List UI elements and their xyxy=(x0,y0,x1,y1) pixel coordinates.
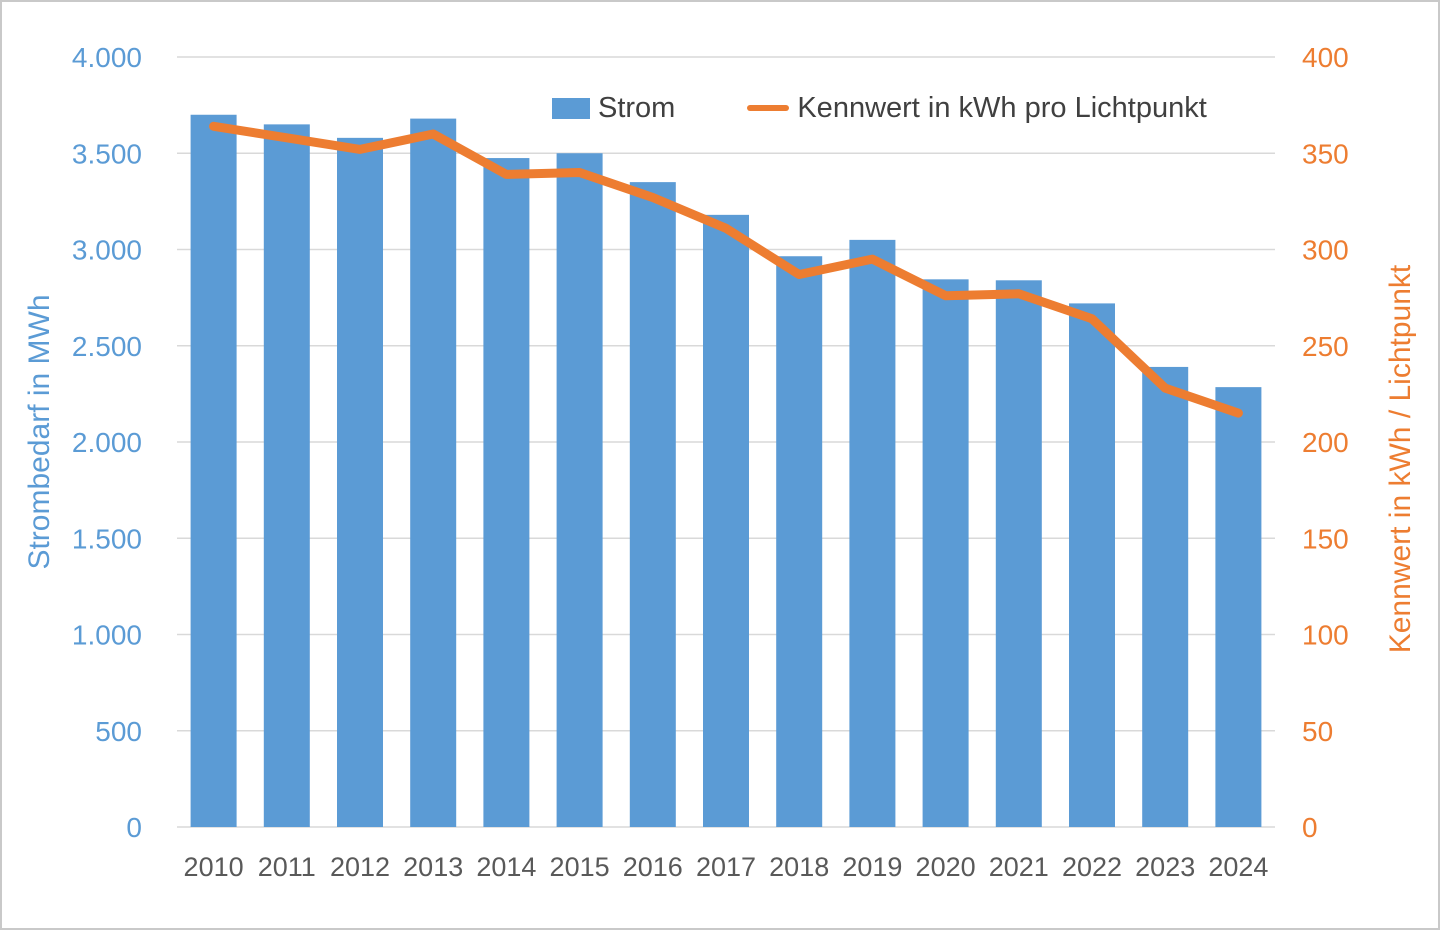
left-axis-tick-label: 4.000 xyxy=(72,42,142,73)
left-axis-tick-label: 2.000 xyxy=(72,427,142,458)
legend: Strom Kennwert in kWh pro Lichtpunkt xyxy=(552,90,1207,126)
x-axis-label-2013: 2013 xyxy=(403,852,463,882)
bar-2021 xyxy=(995,280,1042,827)
x-axis-label-2017: 2017 xyxy=(696,852,756,882)
bar-2015 xyxy=(556,153,603,827)
right-axis-tick-label: 400 xyxy=(1302,42,1349,73)
right-axis-tick-label: 0 xyxy=(1302,812,1318,843)
x-axis-label-2011: 2011 xyxy=(258,852,316,882)
left-axis-title: Strombedarf in MWh xyxy=(23,294,56,570)
bar-2023 xyxy=(1142,366,1189,827)
bar-2017 xyxy=(703,214,749,828)
x-axis-label-2020: 2020 xyxy=(916,852,976,882)
kennwert-line-swatch-icon xyxy=(747,105,790,111)
x-axis-label-2016: 2016 xyxy=(623,852,683,882)
x-axis-label-2022: 2022 xyxy=(1062,852,1122,882)
x-axis-label-2010: 2010 xyxy=(184,852,244,882)
x-axis-label-2021: 2021 xyxy=(989,852,1049,882)
bar-2011 xyxy=(263,124,310,827)
x-axis-label-2018: 2018 xyxy=(769,852,829,882)
left-axis-tick-label: 3.000 xyxy=(72,235,142,266)
left-axis-tick-label: 3.500 xyxy=(72,138,142,169)
strom-bar-swatch-icon xyxy=(552,97,590,119)
x-axis-label-2014: 2014 xyxy=(476,852,536,882)
x-axis-label-2019: 2019 xyxy=(842,852,902,882)
bar-2010 xyxy=(190,114,237,827)
left-axis-tick-label: 1.000 xyxy=(72,620,142,651)
bar-2013 xyxy=(410,118,457,828)
bar-2020 xyxy=(922,279,969,827)
left-axis-tick-label: 1.500 xyxy=(72,523,142,554)
left-axis-tick-label: 2.500 xyxy=(72,331,142,362)
right-axis-tick-label: 300 xyxy=(1302,235,1349,266)
right-axis-tick-label: 150 xyxy=(1302,523,1349,554)
bar-2024 xyxy=(1215,387,1262,827)
kennwert-line-series xyxy=(209,121,1243,418)
legend-item-strom: Strom xyxy=(552,92,675,125)
right-axis-title: Kennwert in kWh / Lichtpunkt xyxy=(1384,264,1417,654)
right-axis-tick-label: 350 xyxy=(1302,138,1349,169)
right-axis-tick-label: 100 xyxy=(1302,620,1349,651)
bar-2022 xyxy=(1069,303,1115,827)
right-axis-tick-label: 250 xyxy=(1302,331,1349,362)
bar-2016 xyxy=(629,182,676,827)
x-axis-label-2024: 2024 xyxy=(1208,852,1268,882)
left-axis-tick-label: 0 xyxy=(126,812,142,843)
x-axis-label-2015: 2015 xyxy=(550,852,610,882)
bar-2018 xyxy=(776,256,823,827)
strom-series-label: Strom xyxy=(598,91,676,124)
legend-item-kennwert: Kennwert in kWh pro Lichtpunkt xyxy=(747,91,1207,125)
x-axis-label-2023: 2023 xyxy=(1135,852,1195,882)
kennwert-series-label: Kennwert in kWh pro Lichtpunkt xyxy=(797,91,1207,124)
right-axis-tick-label: 50 xyxy=(1302,716,1333,747)
x-axis-label-2012: 2012 xyxy=(330,852,390,882)
right-axis-tick-label: 200 xyxy=(1302,427,1349,458)
bar-2012 xyxy=(337,137,383,828)
bar-2019 xyxy=(849,239,896,827)
left-axis-tick-label: 500 xyxy=(95,716,142,747)
bar-2014 xyxy=(483,158,530,827)
